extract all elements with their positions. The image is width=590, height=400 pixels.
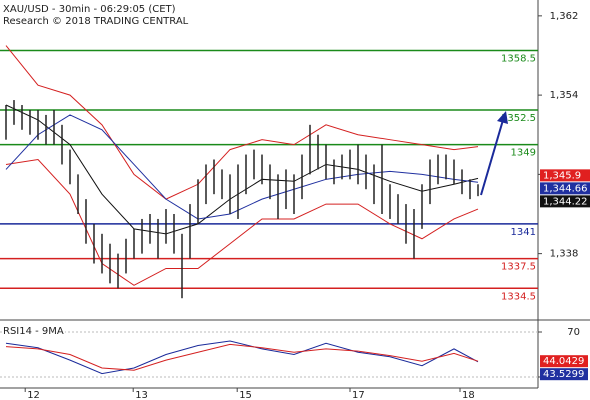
y-tick-label: 70 — [567, 327, 580, 338]
chart-subtitle: Research © 2018 TRADING CENTRAL — [3, 16, 189, 27]
price-tag — [540, 169, 590, 182]
arrow-head — [497, 111, 508, 124]
indicator-line — [5, 45, 479, 200]
x-tick-label: 12 — [27, 390, 40, 400]
level-label: 1352.5 — [501, 113, 536, 124]
price-tag — [540, 195, 590, 208]
title-background — [2, 16, 190, 27]
price-tag-label: 1,345.9 — [543, 170, 581, 181]
y-tick-label: 1,362 — [550, 11, 579, 22]
price-panel: 1,3621,3541,3461,33812131517181358.51352… — [0, 11, 590, 400]
rsi-line — [5, 340, 479, 375]
x-tick-label: 17 — [352, 390, 365, 400]
value-tag-label: 43.5299 — [543, 369, 584, 380]
price-tag-label: 1,344.66 — [543, 183, 588, 194]
price-tag — [540, 182, 590, 195]
x-tick-label: 18 — [462, 390, 475, 400]
value-tag — [540, 355, 588, 368]
indicator-line — [5, 114, 479, 220]
level-label: 1349 — [511, 148, 536, 159]
forecast-arrow — [480, 119, 504, 196]
value-tag — [540, 368, 588, 381]
rsi-line — [5, 343, 479, 371]
level-label: 1337.5 — [501, 262, 536, 273]
y-tick-label: 1,354 — [550, 90, 579, 101]
y-tick-label: 1,338 — [550, 249, 579, 260]
x-tick-label: 15 — [239, 390, 252, 400]
x-tick-label: 13 — [135, 390, 148, 400]
value-tag-label: 44.0429 — [543, 356, 584, 367]
title-background — [2, 326, 65, 337]
level-label: 1341 — [511, 227, 536, 238]
panel-title: RSI14 - 9MA — [3, 326, 64, 337]
chart-title: XAU/USD - 30min - 06:29:05 (CET) — [3, 4, 176, 15]
level-label: 1358.5 — [501, 54, 536, 65]
title-background — [2, 4, 177, 15]
price-tag-label: 1,344.22 — [543, 196, 588, 207]
level-label: 1334.5 — [501, 291, 536, 302]
